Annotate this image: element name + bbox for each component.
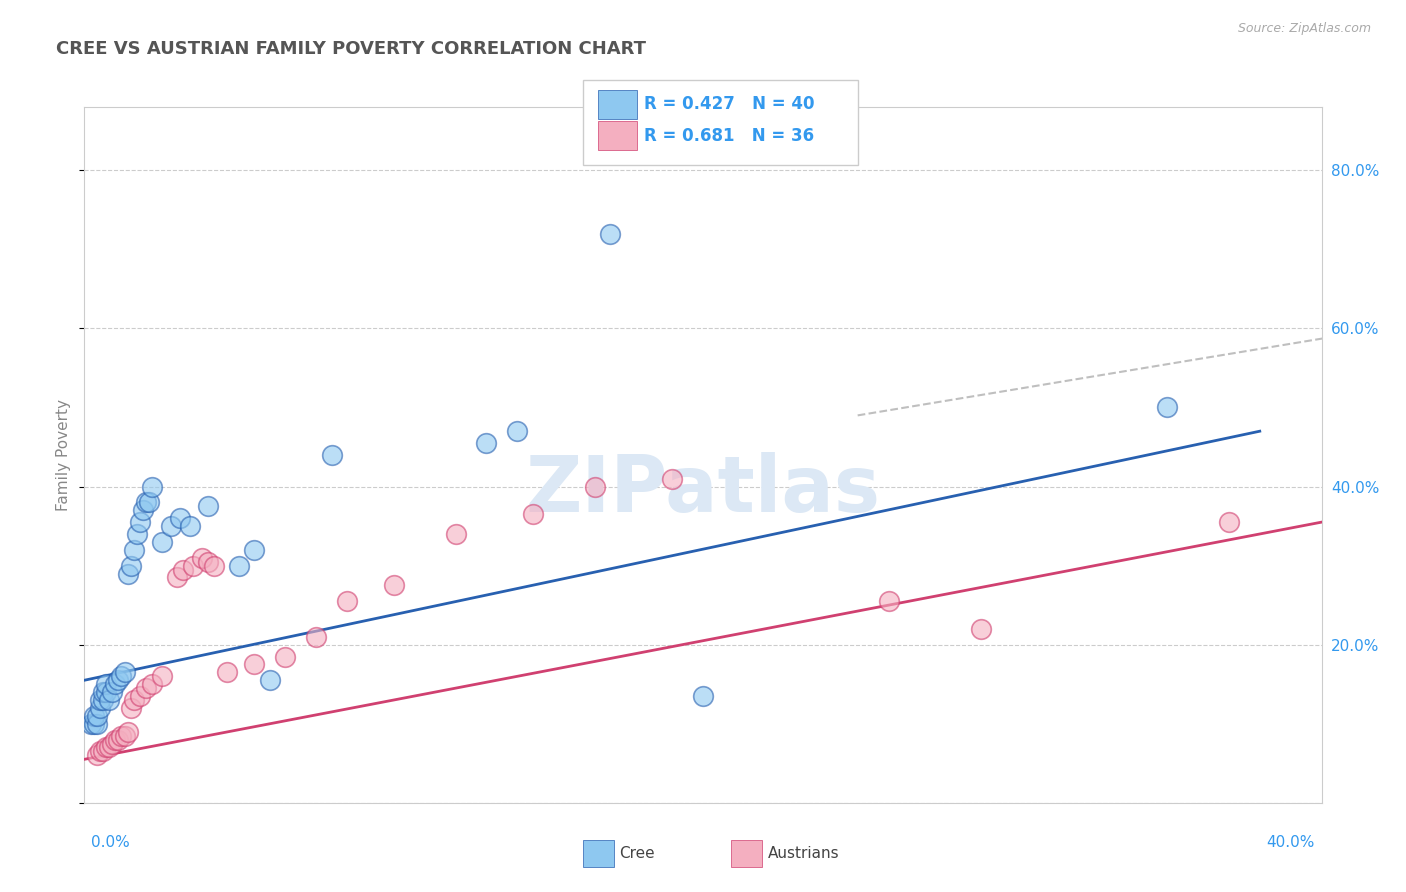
Point bbox=[475, 436, 498, 450]
Point bbox=[91, 685, 114, 699]
Point bbox=[129, 515, 152, 529]
Point bbox=[86, 716, 108, 731]
Point bbox=[91, 744, 114, 758]
Point bbox=[150, 669, 173, 683]
Point bbox=[197, 555, 219, 569]
Point bbox=[228, 558, 250, 573]
Point bbox=[104, 732, 127, 747]
Point bbox=[104, 677, 127, 691]
Point bbox=[98, 740, 121, 755]
Point bbox=[382, 578, 405, 592]
Point bbox=[970, 622, 993, 636]
Point bbox=[117, 724, 139, 739]
Point bbox=[1218, 515, 1240, 529]
Point bbox=[141, 479, 163, 493]
Point bbox=[114, 729, 136, 743]
Point bbox=[132, 503, 155, 517]
Point bbox=[141, 677, 163, 691]
Point bbox=[259, 673, 281, 688]
Text: Cree: Cree bbox=[619, 847, 654, 861]
Point bbox=[135, 681, 157, 695]
Text: 0.0%: 0.0% bbox=[91, 836, 131, 850]
Text: Austrians: Austrians bbox=[768, 847, 839, 861]
Point bbox=[243, 657, 266, 672]
Text: R = 0.427   N = 40: R = 0.427 N = 40 bbox=[644, 95, 814, 113]
Text: 40.0%: 40.0% bbox=[1267, 836, 1315, 850]
Point bbox=[599, 227, 621, 241]
Point bbox=[181, 558, 204, 573]
Point bbox=[321, 448, 343, 462]
Point bbox=[1156, 401, 1178, 415]
Point bbox=[89, 693, 111, 707]
Point bbox=[122, 693, 145, 707]
Point bbox=[160, 519, 183, 533]
Point bbox=[135, 495, 157, 509]
Point bbox=[110, 669, 132, 683]
Point bbox=[79, 716, 101, 731]
Point bbox=[506, 424, 529, 438]
Point bbox=[101, 737, 124, 751]
Point bbox=[522, 507, 544, 521]
Point bbox=[274, 649, 297, 664]
Point bbox=[120, 558, 142, 573]
Point bbox=[661, 472, 683, 486]
Point bbox=[101, 685, 124, 699]
Point bbox=[138, 495, 160, 509]
Point bbox=[150, 534, 173, 549]
Point bbox=[877, 594, 900, 608]
Text: ZIPatlas: ZIPatlas bbox=[526, 451, 880, 528]
Point bbox=[107, 673, 129, 688]
Point bbox=[125, 527, 148, 541]
Point bbox=[107, 732, 129, 747]
Point bbox=[583, 479, 606, 493]
Point bbox=[120, 701, 142, 715]
Point bbox=[94, 740, 117, 755]
Y-axis label: Family Poverty: Family Poverty bbox=[56, 399, 72, 511]
Point bbox=[94, 685, 117, 699]
Point bbox=[89, 701, 111, 715]
Point bbox=[114, 665, 136, 680]
Point bbox=[129, 689, 152, 703]
Point bbox=[110, 729, 132, 743]
Point bbox=[91, 693, 114, 707]
Point bbox=[117, 566, 139, 581]
Point bbox=[166, 570, 188, 584]
Point bbox=[86, 748, 108, 763]
Point bbox=[83, 708, 105, 723]
Point bbox=[336, 594, 359, 608]
Text: R = 0.681   N = 36: R = 0.681 N = 36 bbox=[644, 127, 814, 145]
Point bbox=[94, 677, 117, 691]
Point bbox=[83, 716, 105, 731]
Point bbox=[191, 550, 214, 565]
Point bbox=[179, 519, 201, 533]
Point bbox=[98, 693, 121, 707]
Point bbox=[305, 630, 328, 644]
Point bbox=[169, 511, 191, 525]
Point bbox=[89, 744, 111, 758]
Point bbox=[202, 558, 225, 573]
Text: Source: ZipAtlas.com: Source: ZipAtlas.com bbox=[1237, 22, 1371, 36]
Point bbox=[122, 542, 145, 557]
Text: CREE VS AUSTRIAN FAMILY POVERTY CORRELATION CHART: CREE VS AUSTRIAN FAMILY POVERTY CORRELAT… bbox=[56, 40, 647, 58]
Point bbox=[692, 689, 714, 703]
Point bbox=[172, 563, 194, 577]
Point bbox=[86, 708, 108, 723]
Point bbox=[444, 527, 467, 541]
Point bbox=[215, 665, 238, 680]
Point bbox=[197, 500, 219, 514]
Point bbox=[243, 542, 266, 557]
